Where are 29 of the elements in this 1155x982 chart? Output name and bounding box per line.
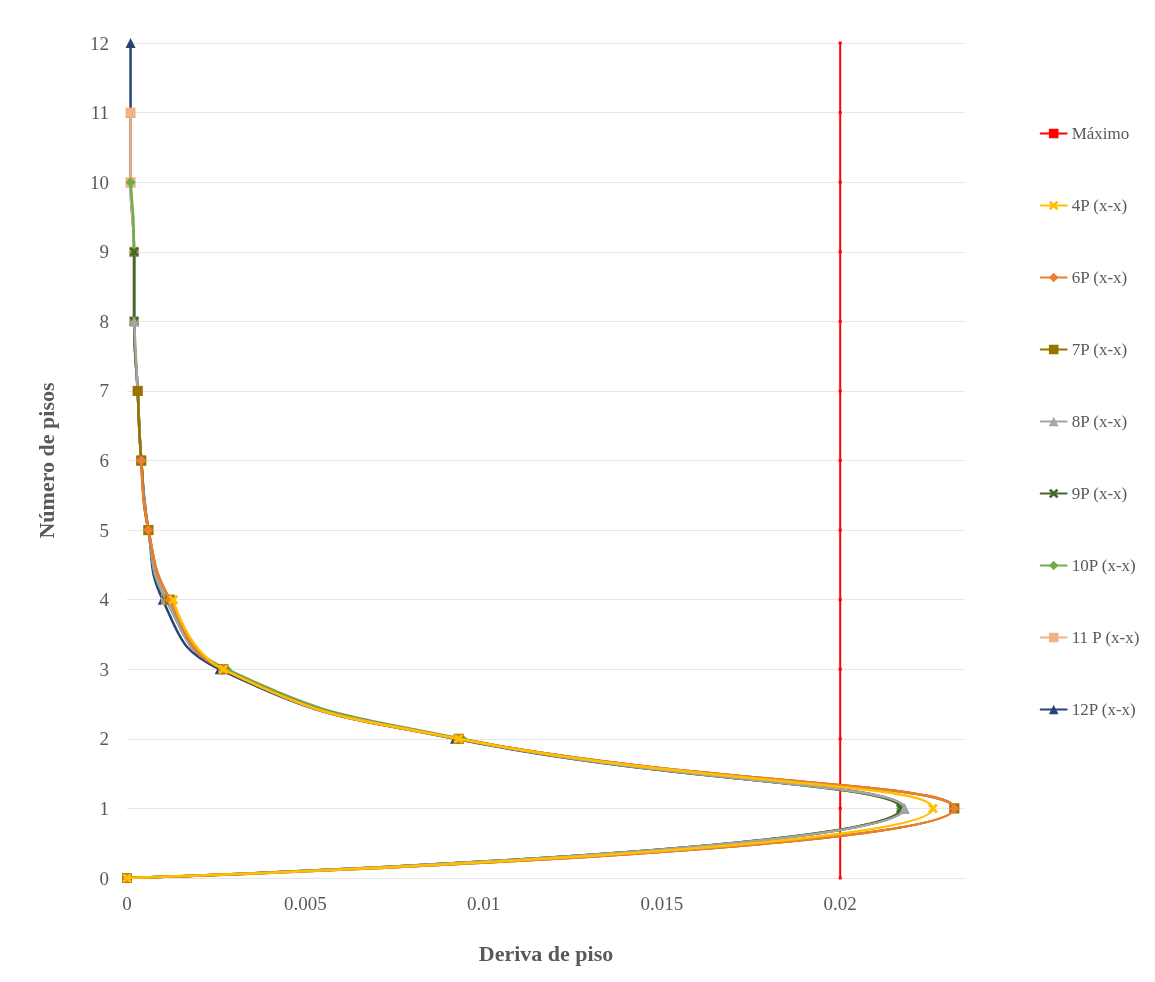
y-tick-label: 6 <box>99 450 109 471</box>
y-tick-label: 1 <box>99 797 109 819</box>
legend-label: 9P (x-x) <box>1071 484 1128 503</box>
y-axis-title: Número de pisos <box>33 382 59 539</box>
legend-label: Máximo <box>1071 124 1130 143</box>
y-tick-label: 4 <box>99 589 110 611</box>
y-tick-label: 5 <box>99 519 109 541</box>
legend-label: 7P (x-x) <box>1071 340 1128 359</box>
legend-label: 12P (x-x) <box>1071 700 1136 719</box>
y-tick-label: 7 <box>99 380 109 402</box>
y-tick-label: 2 <box>99 728 109 750</box>
y-tick-label: 10 <box>90 171 109 193</box>
legend-label: 8P (x-x) <box>1071 412 1128 431</box>
legend-label: 4P (x-x) <box>1071 196 1128 215</box>
x-tick-label: 0.005 <box>283 893 327 914</box>
y-tick-label: 3 <box>99 658 109 680</box>
x-tick-label: 0 <box>122 893 132 914</box>
x-tick-label: 0.02 <box>823 893 857 914</box>
x-axis-title: Deriva de piso <box>478 940 614 966</box>
y-tick-label: 12 <box>90 32 109 54</box>
x-tick-label: 0.01 <box>466 893 501 914</box>
y-tick-label: 0 <box>99 867 109 889</box>
y-tick-label: 11 <box>90 102 109 124</box>
y-tick-label: 8 <box>99 310 109 332</box>
legend-label: 11 P (x-x) <box>1071 628 1140 647</box>
x-tick-label: 0.015 <box>640 893 684 914</box>
legend-label: 10P (x-x) <box>1071 556 1136 575</box>
legend-label: 6P (x-x) <box>1071 268 1128 287</box>
y-tick-label: 9 <box>99 241 109 263</box>
